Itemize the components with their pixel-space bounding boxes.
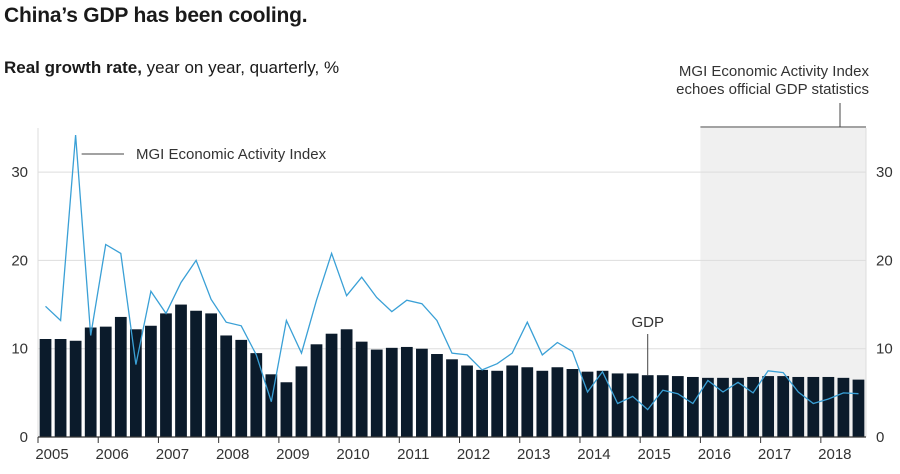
gdp-bar [626, 373, 639, 437]
gdp-bar [641, 375, 654, 437]
axes [37, 436, 866, 443]
gdp-bar [792, 376, 805, 437]
x-tick-label: 2013 [517, 446, 550, 463]
gdp-bar [295, 366, 308, 437]
y-tick-label-right: 30 [876, 164, 893, 181]
gdp-bar [39, 339, 52, 437]
gdp-bar [431, 354, 443, 437]
gdp-bar [310, 344, 323, 437]
gdp-bar [671, 376, 684, 437]
subtitle-bold: Real growth rate, [4, 58, 142, 77]
index-line [45, 135, 859, 411]
gdp-bar [175, 304, 187, 437]
gdp-bar [370, 349, 383, 437]
gdp-bar [476, 369, 488, 437]
gdp-bar [355, 341, 368, 437]
y-tick-label-right: 20 [876, 252, 893, 269]
gdp-bar [807, 376, 820, 437]
shaded-note-line1: MGI Economic Activity Index [679, 63, 870, 80]
gdp-bar [340, 329, 353, 437]
gdp-bar [611, 373, 624, 437]
chart-title: China’s GDP has been cooling. [4, 4, 308, 27]
gdp-bar [190, 310, 202, 437]
chart-subtitle: Real growth rate, year on year, quarterl… [4, 58, 339, 78]
gdp-bar [521, 367, 534, 437]
gdp-bar [536, 370, 549, 437]
gdp-bar [205, 313, 217, 437]
y-tick-label-right: 0 [876, 429, 884, 446]
gdp-bar [400, 346, 413, 437]
gdp-bar [852, 379, 865, 437]
gdp-bar [762, 376, 775, 437]
gdp-bar [145, 325, 157, 437]
x-tick-label: 2010 [336, 446, 369, 463]
x-tick-label: 2011 [397, 446, 429, 463]
x-tick-label: 2006 [96, 446, 129, 463]
gdp-bar [777, 376, 790, 437]
x-tick-label: 2016 [698, 446, 731, 463]
x-tick-label: 2015 [637, 446, 670, 463]
y-tick-label-left: 0 [20, 429, 28, 446]
gdp-bar [717, 377, 729, 437]
axis-labels: 0 0 10 10 20 20 30 30 2005 2006 2007 2008 2009 2010 20… [11, 164, 892, 463]
gdp-bar [581, 371, 594, 437]
gdp-bar [747, 376, 759, 437]
subtitle-rest: year on year, quarterly, % [141, 58, 340, 77]
gdp-bar [235, 339, 248, 437]
gdp-bar [250, 353, 263, 437]
gdp-bar [732, 377, 744, 437]
x-tick-label: 2005 [35, 446, 68, 463]
gdp-bar [54, 339, 67, 437]
annotations: MGI Economic Activity Index echoes offic… [81, 63, 870, 376]
gdp-bars [39, 304, 865, 437]
gdp-series-label: GDP [631, 314, 664, 331]
gdp-bar [687, 376, 699, 437]
x-tick-label: 2014 [577, 446, 610, 463]
shaded-note-line2: echoes official GDP statistics [676, 81, 869, 98]
x-tick-label: 2018 [818, 446, 851, 463]
gdp-bar [160, 313, 172, 437]
gdp-bar [99, 326, 112, 437]
gdp-bar [416, 348, 428, 437]
x-tick-label: 2012 [457, 446, 490, 463]
gdp-bar [566, 369, 579, 437]
x-tick-label: 2007 [156, 446, 189, 463]
index-series-label: MGI Economic Activity Index [136, 146, 327, 163]
gdp-bar [385, 347, 398, 437]
x-tick-label: 2017 [758, 446, 791, 463]
gdp-bar [84, 327, 97, 437]
gdp-bar [446, 359, 458, 437]
y-tick-label-left: 30 [11, 164, 28, 181]
gridlines [37, 128, 867, 437]
gdp-bar [491, 370, 504, 437]
gdp-bar [506, 365, 519, 437]
y-tick-label-left: 20 [11, 252, 28, 269]
gdp-bar [129, 329, 142, 437]
y-tick-label-left: 10 [11, 341, 28, 358]
gdp-bar [837, 377, 850, 437]
gdp-bar [325, 333, 338, 437]
x-tick-label: 2008 [216, 446, 249, 463]
gdp-bar [822, 376, 835, 437]
gdp-bar [461, 365, 473, 437]
gdp-bar [69, 340, 82, 437]
gdp-bar [114, 316, 127, 437]
gdp-bar [265, 374, 278, 437]
gdp-bar [280, 382, 293, 437]
gdp-bar [220, 335, 233, 437]
y-tick-label-right: 10 [876, 341, 893, 358]
gdp-bar [656, 375, 669, 437]
x-tick-label: 2009 [276, 446, 309, 463]
gdp-bar [702, 377, 714, 437]
gdp-bar [551, 367, 564, 437]
gdp-bar [596, 370, 609, 437]
